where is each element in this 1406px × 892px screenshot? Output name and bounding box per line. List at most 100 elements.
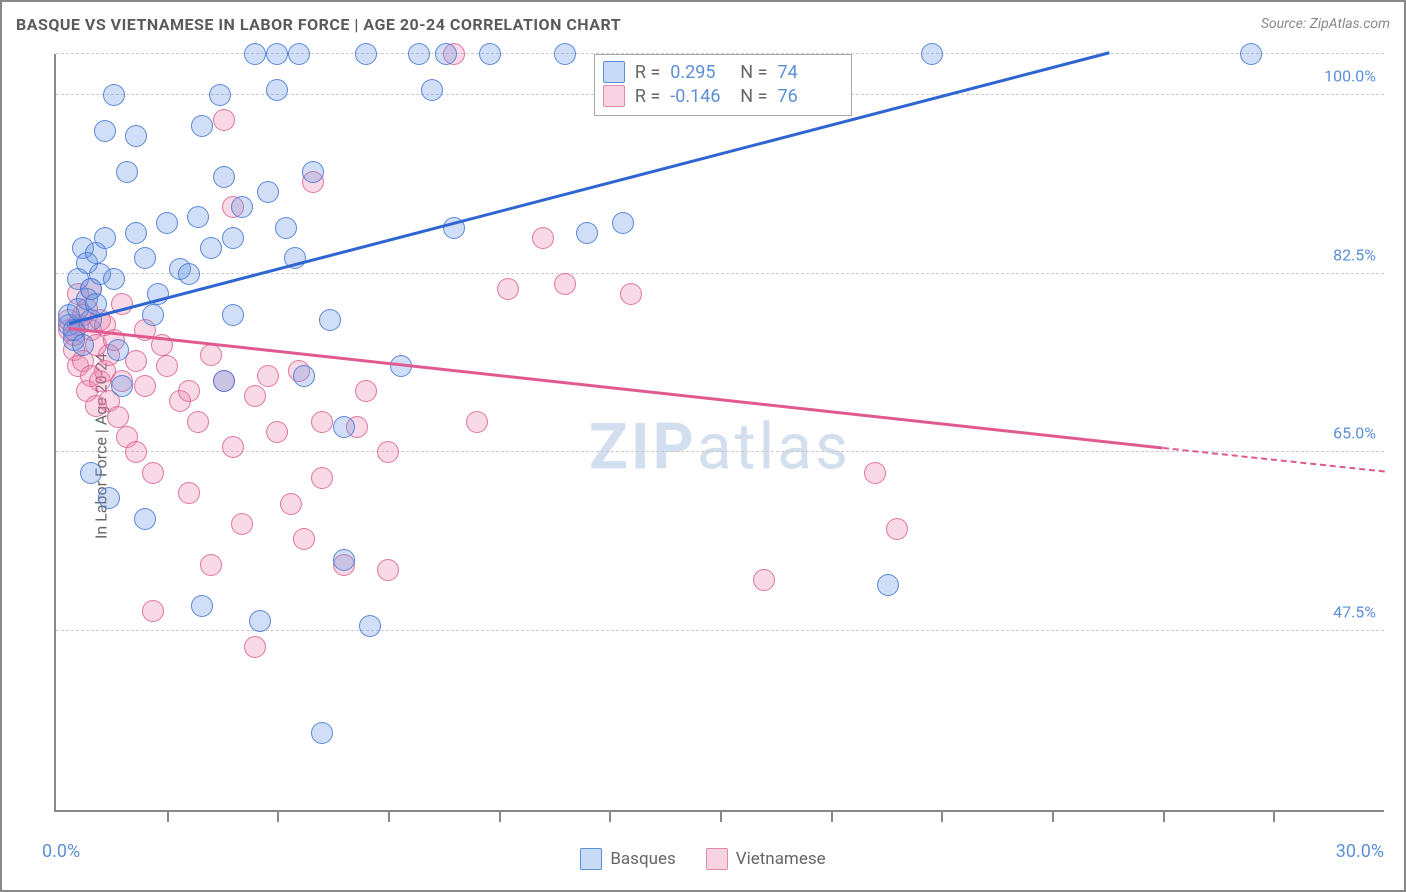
data-point [333,416,355,438]
legend-item-vietnamese: Vietnamese [706,848,826,870]
data-point [288,43,310,65]
data-point [213,370,235,392]
data-point [142,304,164,326]
chart-title: BASQUE VS VIETNAMESE IN LABOR FORCE | AG… [16,15,621,34]
x-tick [720,810,722,822]
data-point [293,365,315,387]
data-point [187,411,209,433]
data-point [554,273,576,295]
data-point [293,528,315,550]
r-label: R = [635,86,660,107]
data-point [222,304,244,326]
x-tick [1163,810,1165,822]
watermark-rest: atlas [697,410,851,485]
data-point [377,559,399,581]
n-value: 76 [777,86,837,107]
data-point [187,206,209,228]
data-point [877,574,899,596]
data-point [864,462,886,484]
data-point [134,508,156,530]
data-point [532,227,554,249]
x-tick [941,810,943,822]
data-point [222,436,244,458]
n-value: 74 [777,62,837,83]
legend-swatch-vietnamese [706,848,728,870]
data-point [200,344,222,366]
n-label: N = [740,62,767,83]
y-tick-label: 65.0% [1333,424,1376,443]
data-point [576,222,598,244]
data-point [200,237,222,259]
data-point [886,518,908,540]
data-point [266,421,288,443]
data-point [134,375,156,397]
data-point [620,283,642,305]
data-point [266,43,288,65]
data-point [244,636,266,658]
r-value: 0.295 [670,62,730,83]
data-point [377,441,399,463]
data-point [359,615,381,637]
data-point [94,227,116,249]
data-point [178,380,200,402]
watermark: ZIPatlas [589,410,851,485]
data-point [134,247,156,269]
legend-swatch-basques [580,848,602,870]
data-point [156,355,178,377]
data-point [280,493,302,515]
data-point [107,339,129,361]
legend-label-basques: Basques [610,849,675,869]
data-point [178,263,200,285]
n-label: N = [740,86,767,107]
gridline-h [56,451,1384,452]
data-point [311,467,333,489]
data-point [72,334,94,356]
x-tick [167,810,169,822]
data-point [98,487,120,509]
title-bar: BASQUE VS VIETNAMESE IN LABOR FORCE | AG… [2,2,1404,46]
x-tick [277,810,279,822]
data-point [408,43,430,65]
data-point [111,375,133,397]
legend-label-vietnamese: Vietnamese [736,849,826,869]
data-point [178,482,200,504]
data-point [753,569,775,591]
data-point [209,84,231,106]
data-point [479,43,501,65]
legend-swatch-icon [603,61,625,83]
data-point [125,222,147,244]
data-point [266,79,288,101]
data-point [103,84,125,106]
x-tick [499,810,501,822]
data-point [107,406,129,428]
data-point [275,217,297,239]
data-point [103,268,125,290]
chart-container: BASQUE VS VIETNAMESE IN LABOR FORCE | AG… [0,0,1406,892]
data-point [421,79,443,101]
data-point [333,549,355,571]
data-point [156,212,178,234]
correlation-legend: R = 0.295 N = 74 R = -0.146 N = 76 [594,54,853,116]
x-tick [831,810,833,822]
data-point [355,380,377,402]
y-tick-label: 100.0% [1324,66,1376,85]
bottom-legend: Basques Vietnamese [2,848,1404,870]
data-point [142,462,164,484]
data-point [249,610,271,632]
legend-row-basques: R = 0.295 N = 74 [603,61,838,83]
data-point [191,115,213,137]
data-point [125,441,147,463]
x-tick [1052,810,1054,822]
r-value: -0.146 [670,86,730,107]
data-point [94,120,116,142]
data-point [142,600,164,622]
data-point [222,227,244,249]
y-tick-label: 47.5% [1333,603,1376,622]
data-point [921,43,943,65]
x-tick [388,810,390,822]
legend-swatch-icon [603,85,625,107]
data-point [257,181,279,203]
plot-area: ZIPatlas 47.5%65.0%82.5%100.0%R =0.295N … [54,54,1384,812]
trend-line [69,327,1163,450]
r-label: R = [635,62,660,83]
